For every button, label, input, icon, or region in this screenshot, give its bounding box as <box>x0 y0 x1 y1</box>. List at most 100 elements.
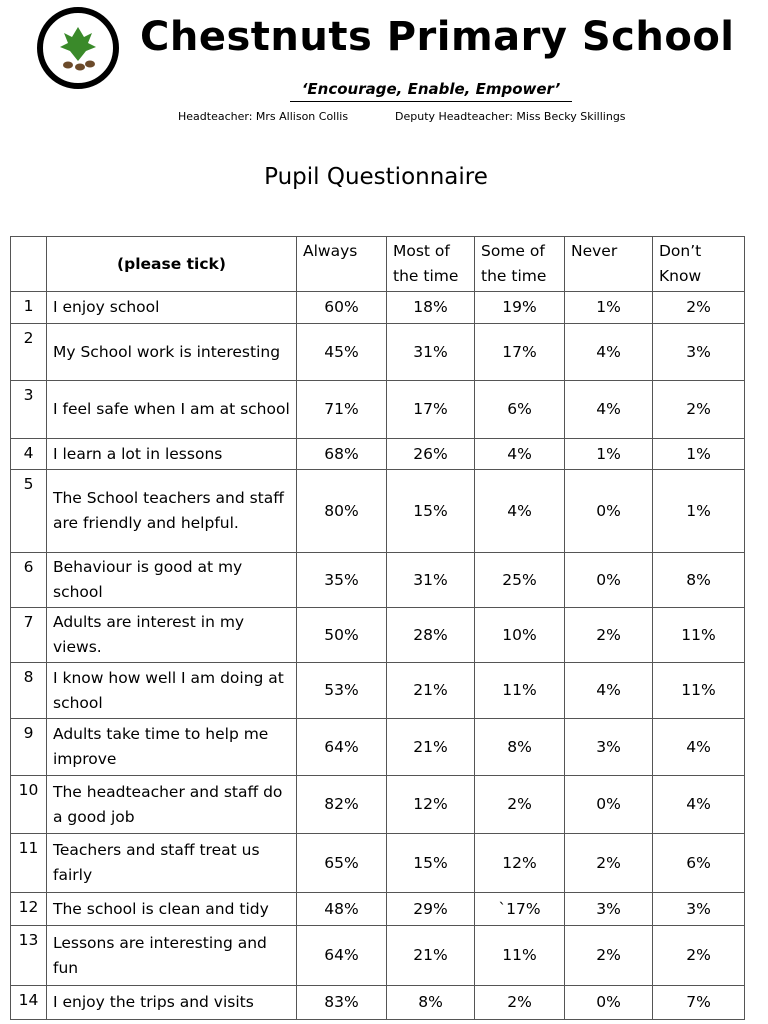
response-value: 0% <box>564 552 653 608</box>
row-number: 12 <box>10 892 47 926</box>
response-value: 21% <box>386 718 475 776</box>
row-number: 10 <box>10 775 47 834</box>
response-value: 1% <box>564 438 653 470</box>
column-header: Some of the time <box>474 236 565 292</box>
response-value: 11% <box>474 925 565 986</box>
response-value: 2% <box>474 985 565 1020</box>
response-value: 35% <box>296 552 387 608</box>
response-value: 31% <box>386 552 475 608</box>
response-value: 12% <box>386 775 475 834</box>
question: I know how well I am doing at school <box>46 662 297 719</box>
table-row: 2 My School work is interesting 45% 31% 17% 4… <box>10 323 745 381</box>
response-value: 48% <box>296 892 387 926</box>
row-number: 7 <box>10 607 47 663</box>
response-value: 6% <box>474 380 565 439</box>
question: Adults are interest in my views. <box>46 607 297 663</box>
column-header: Always <box>296 236 387 292</box>
response-value: 17% <box>474 323 565 381</box>
response-value: 4% <box>564 662 653 719</box>
response-value: 3% <box>564 718 653 776</box>
response-value: 26% <box>386 438 475 470</box>
response-value: 29% <box>386 892 475 926</box>
question: Teachers and staff treat us fairly <box>46 833 297 893</box>
response-value: `17% <box>474 892 565 926</box>
response-value: 2% <box>652 291 745 324</box>
column-header: Never <box>564 236 653 292</box>
response-value: 4% <box>564 323 653 381</box>
response-value: 0% <box>564 775 653 834</box>
response-value: 4% <box>564 380 653 439</box>
response-value: 2% <box>564 925 653 986</box>
response-value: 3% <box>652 323 745 381</box>
response-value: 82% <box>296 775 387 834</box>
response-value: 2% <box>564 607 653 663</box>
question: The School teachers and staff are friend… <box>46 469 297 553</box>
motto: ‘Encourage, Enable, Empower’ <box>290 80 572 102</box>
response-value: 64% <box>296 718 387 776</box>
response-value: 8% <box>386 985 475 1020</box>
response-value: 45% <box>296 323 387 381</box>
response-value: 7% <box>652 985 745 1020</box>
row-number: 13 <box>10 925 47 986</box>
row-number: 3 <box>10 380 47 439</box>
school-title: Chestnuts Primary School <box>140 14 735 60</box>
response-value: 1% <box>564 291 653 324</box>
response-value: 18% <box>386 291 475 324</box>
question: I enjoy the trips and visits <box>46 985 297 1020</box>
table-row: 11 Teachers and staff treat us fairly 65% 1… <box>10 833 745 893</box>
response-value: 25% <box>474 552 565 608</box>
response-value: 19% <box>474 291 565 324</box>
row-number: 6 <box>10 552 47 608</box>
question: I learn a lot in lessons <box>46 438 297 470</box>
table-row: 5 The School teachers and staff are frien… <box>10 469 745 553</box>
questionnaire-table: (please tick) Always Most of the time Some … <box>10 236 745 1020</box>
response-value: 2% <box>652 925 745 986</box>
table-row: 13 Lessons are interesting and fun 64% 21% 1… <box>10 925 745 986</box>
response-value: 71% <box>296 380 387 439</box>
column-header: Don’t Know <box>652 236 745 292</box>
table-row: 14 I enjoy the trips and visits 83% 8% 2% 0% 7… <box>10 985 745 1020</box>
header-cell <box>10 236 47 292</box>
response-value: 28% <box>386 607 475 663</box>
response-value: 8% <box>652 552 745 608</box>
row-number: 8 <box>10 662 47 719</box>
table-row: 6 Behaviour is good at my school 35% 31% 25%… <box>10 552 745 608</box>
response-value: 21% <box>386 925 475 986</box>
response-value: 4% <box>474 438 565 470</box>
response-value: 15% <box>386 833 475 893</box>
column-header: (please tick) <box>46 236 297 292</box>
row-number: 2 <box>10 323 47 381</box>
response-value: 60% <box>296 291 387 324</box>
response-value: 65% <box>296 833 387 893</box>
row-number: 4 <box>10 438 47 470</box>
table-row: 10 The headteacher and staff do a good jo… <box>10 775 745 834</box>
response-value: 68% <box>296 438 387 470</box>
response-value: 21% <box>386 662 475 719</box>
response-value: 53% <box>296 662 387 719</box>
table-row: 12 The school is clean and tidy 48% 29% `17%… <box>10 892 745 926</box>
response-value: 83% <box>296 985 387 1020</box>
column-header: Most of the time <box>386 236 475 292</box>
response-value: 3% <box>564 892 653 926</box>
response-value: 2% <box>652 380 745 439</box>
response-value: 3% <box>652 892 745 926</box>
response-value: 15% <box>386 469 475 553</box>
response-value: 31% <box>386 323 475 381</box>
question: Adults take time to help me improve <box>46 718 297 776</box>
response-value: 10% <box>474 607 565 663</box>
headteacher: Headteacher: Mrs Allison Collis <box>178 110 349 123</box>
response-value: 11% <box>652 662 745 719</box>
logo <box>37 7 119 89</box>
row-number: 14 <box>10 985 47 1020</box>
row-number: 1 <box>10 291 47 324</box>
response-value: 6% <box>652 833 745 893</box>
response-value: 2% <box>564 833 653 893</box>
table-row: 7 Adults are interest in my views. 50% 28% 1… <box>10 607 745 663</box>
question: The school is clean and tidy <box>46 892 297 926</box>
response-value: 8% <box>474 718 565 776</box>
question: I enjoy school <box>46 291 297 324</box>
